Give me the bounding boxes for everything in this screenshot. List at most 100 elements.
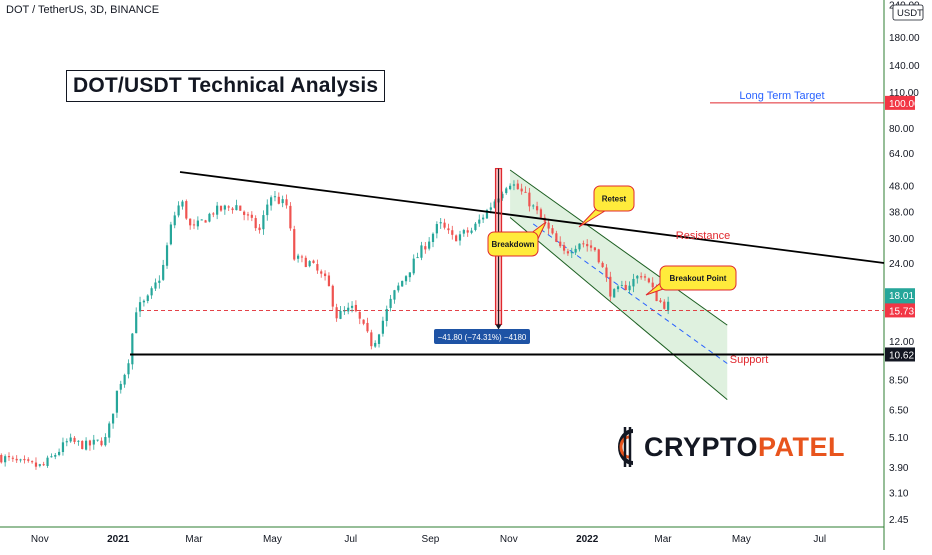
candle bbox=[439, 217, 442, 229]
candle bbox=[219, 205, 223, 212]
currency-badge: USDT bbox=[892, 4, 924, 21]
measure-label: −41.80 (−74.31%) −4180 bbox=[434, 329, 530, 344]
candle-body bbox=[424, 246, 427, 250]
price-tick-label: 8.50 bbox=[889, 375, 909, 386]
breakdown-callout-text: Breakdown bbox=[491, 240, 534, 249]
candle-body bbox=[593, 247, 597, 251]
currency-badge-box bbox=[892, 4, 924, 21]
time-tick-label: Jul bbox=[813, 534, 826, 545]
candle-body bbox=[528, 192, 531, 207]
candle-body bbox=[574, 248, 577, 253]
price-tick-label: 64.00 bbox=[889, 149, 914, 160]
candle bbox=[189, 218, 192, 230]
candle bbox=[605, 264, 608, 282]
analysis-title-box: DOT/USDT Technical Analysis bbox=[66, 70, 386, 102]
candle-body bbox=[258, 227, 261, 231]
logo-text-crypto: CRYPTO bbox=[644, 431, 759, 462]
candle bbox=[177, 201, 180, 218]
candle bbox=[347, 302, 350, 315]
candle bbox=[659, 297, 662, 304]
candle bbox=[470, 227, 473, 235]
candle-body bbox=[628, 285, 631, 291]
candle bbox=[150, 286, 153, 299]
candle bbox=[227, 205, 230, 211]
channel-lower-line bbox=[509, 217, 728, 401]
breakout-point-callout-text: Breakout Point bbox=[670, 274, 727, 283]
candle-body bbox=[605, 267, 608, 278]
candle-body bbox=[447, 228, 450, 231]
candle-body bbox=[401, 280, 404, 287]
candle bbox=[165, 242, 169, 269]
candle bbox=[520, 183, 523, 195]
candle-body bbox=[115, 390, 119, 413]
candle-body bbox=[34, 462, 38, 467]
resistance-label: Resistance bbox=[676, 230, 730, 242]
candle bbox=[435, 221, 438, 239]
candle bbox=[462, 228, 465, 237]
candle-body bbox=[466, 230, 469, 233]
candle-body bbox=[416, 257, 419, 259]
candle-body bbox=[455, 235, 458, 242]
price-tick-label: 38.00 bbox=[889, 207, 914, 218]
candle bbox=[524, 186, 527, 193]
candle bbox=[350, 301, 354, 313]
candle-body bbox=[50, 456, 53, 458]
candle bbox=[146, 294, 149, 304]
candle-body bbox=[555, 233, 558, 242]
candle bbox=[235, 199, 238, 211]
candle bbox=[92, 434, 95, 450]
candle bbox=[362, 319, 365, 326]
candle-body bbox=[4, 456, 7, 463]
candle-body bbox=[312, 260, 315, 263]
candle-body bbox=[659, 300, 662, 302]
candle-body bbox=[470, 230, 473, 233]
candle-body bbox=[219, 205, 223, 211]
candle-body bbox=[146, 295, 149, 301]
candle-body bbox=[566, 251, 570, 254]
candle-body bbox=[223, 205, 226, 210]
candle-body bbox=[304, 257, 307, 268]
candle bbox=[11, 455, 14, 462]
candle-body bbox=[559, 241, 562, 247]
candle-body bbox=[58, 451, 61, 455]
candle-body bbox=[339, 310, 342, 319]
candle-body bbox=[493, 201, 496, 208]
candle bbox=[88, 439, 92, 451]
candle bbox=[663, 299, 666, 310]
candle bbox=[204, 219, 207, 223]
candle bbox=[135, 307, 138, 334]
candle-body bbox=[277, 196, 280, 204]
candle bbox=[289, 202, 292, 231]
price-tick-label: 3.10 bbox=[889, 489, 909, 500]
resistance-trendline bbox=[179, 171, 885, 264]
candle-body bbox=[289, 205, 292, 229]
breakout-point-callout: Breakout Point bbox=[645, 265, 737, 296]
candle bbox=[308, 260, 311, 268]
candle bbox=[239, 205, 242, 211]
time-tick-label: Nov bbox=[500, 534, 518, 545]
candle-body bbox=[428, 241, 431, 249]
candle bbox=[374, 340, 377, 348]
price-badge-box bbox=[885, 95, 915, 110]
candle-body bbox=[663, 301, 666, 309]
time-tick-label: Sep bbox=[422, 534, 440, 545]
price-badge-value: 10.62 bbox=[889, 350, 914, 361]
candle-body bbox=[586, 244, 589, 247]
candle bbox=[96, 439, 99, 442]
candle-body bbox=[119, 383, 122, 390]
candle-body bbox=[165, 245, 169, 266]
candle-body bbox=[154, 282, 157, 289]
candles bbox=[0, 179, 670, 470]
candle bbox=[420, 241, 423, 261]
candle bbox=[69, 433, 72, 443]
candle bbox=[266, 199, 269, 221]
candle-body bbox=[636, 275, 639, 279]
candle bbox=[620, 280, 623, 287]
candle bbox=[108, 421, 111, 443]
time-axis-labels: Nov 2021 Mar May Jul Sep Nov 2022 Mar May Jul bbox=[31, 534, 826, 545]
candle-body bbox=[505, 188, 508, 194]
candle-body bbox=[370, 332, 373, 347]
candle bbox=[154, 278, 157, 291]
candle-body bbox=[200, 219, 203, 221]
candle-body bbox=[108, 423, 111, 438]
